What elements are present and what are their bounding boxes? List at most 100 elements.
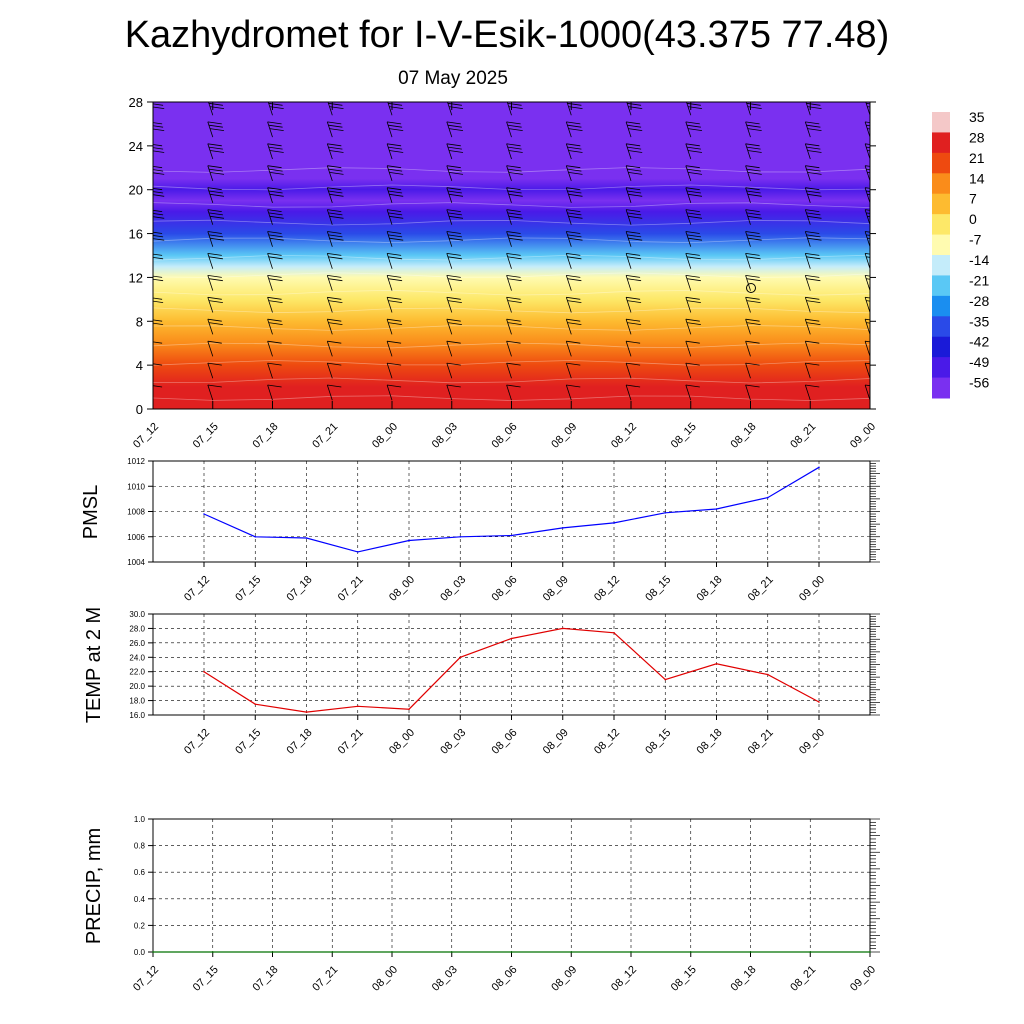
x-tick-label: 08_03 [430, 421, 460, 451]
x-tick-label: 08_00 [387, 574, 417, 604]
wind-barb [685, 318, 701, 335]
precip-panel: PRECIP, mm 0.0 0.2 0.4 0.6 0.8 1.0 07_12 07_15 0… [83, 815, 880, 994]
data-point [271, 951, 274, 953]
wind-barb [386, 209, 404, 225]
wind-barb [386, 340, 402, 357]
wind-barb [446, 384, 461, 401]
wind-barb [804, 296, 821, 313]
heatmap-field [153, 102, 870, 409]
temp2m-axis-label: TEMP at 2 M [83, 607, 105, 723]
data-point [818, 466, 820, 469]
wind-barb [386, 231, 404, 247]
wind-barb [446, 165, 464, 182]
wind-barb [386, 384, 402, 401]
wind-barb [745, 121, 762, 138]
wind-barb [685, 253, 701, 269]
colorbar: 35 28 21 14 7 0 -7 -14 -21 -28 -35 -42 -49 -56 [932, 109, 989, 399]
x-tick-label: 09_00 [848, 421, 878, 451]
x-tick-label: 08_06 [490, 421, 520, 451]
wind-barb [745, 296, 761, 313]
data-point [664, 678, 667, 681]
colorbar-label: 21 [969, 150, 985, 166]
wind-barb [267, 318, 283, 335]
y-tick-label: 22.0 [129, 668, 145, 677]
colorbar-segment [932, 112, 950, 133]
wind-barb [267, 231, 284, 247]
y-tick-label: 4 [136, 358, 143, 373]
colorbar-label: 7 [969, 191, 977, 207]
wind-barb [864, 253, 870, 269]
data-point [408, 539, 410, 542]
wind-barb [153, 319, 164, 335]
wind-barb [506, 143, 523, 160]
contour-line [153, 307, 870, 314]
wind-barb [685, 121, 703, 138]
y-tick-label: 28 [129, 95, 143, 110]
contour-line [153, 184, 870, 191]
wind-barb [685, 275, 701, 291]
wind-barb [267, 362, 282, 379]
y-tick-label: 0.8 [134, 842, 146, 851]
x-tick-label: 08_09 [549, 421, 579, 451]
x-tick-label: 07_21 [310, 421, 340, 451]
wind-barb [267, 253, 283, 269]
data-point [630, 951, 632, 953]
wind-barb [386, 121, 404, 138]
wind-barb [804, 231, 822, 247]
wind-barb [446, 121, 464, 138]
data-point [408, 708, 410, 710]
data-point [305, 537, 308, 539]
wind-barb [804, 384, 820, 401]
x-tick-label: 08_06 [490, 964, 520, 994]
pmsl-panel: PMSL 1004 1006 1008 1010 1012 07_12 07_15 07_18… [80, 457, 880, 604]
colorbar-label: -21 [969, 272, 989, 288]
wind-barb [565, 231, 583, 247]
y-tick-label: 20.0 [129, 682, 145, 691]
pmsl-axis-label: PMSL [80, 485, 102, 539]
wind-barb [326, 362, 342, 379]
wind-barb [804, 362, 820, 379]
colorbar-segment [932, 255, 950, 276]
wind-barb [326, 143, 344, 160]
wind-barb [446, 362, 461, 379]
y-tick-label: 12 [129, 270, 143, 285]
wind-barb [745, 209, 762, 225]
wind-barb [625, 340, 641, 357]
x-tick-label: 08_12 [592, 727, 622, 757]
colorbar-segment [932, 316, 950, 338]
wind-barb [565, 143, 583, 160]
y-tick-label: 1004 [127, 558, 145, 567]
colorbar-segment [932, 193, 950, 215]
wind-barb [446, 340, 461, 357]
wind-barb [153, 363, 163, 379]
wind-barb [565, 384, 581, 401]
x-tick-label: 08_18 [695, 727, 725, 757]
colorbar-segment [932, 336, 950, 358]
wind-barb [745, 143, 762, 160]
x-tick-label: 08_18 [729, 421, 759, 451]
data-point [203, 670, 205, 673]
wind-barb [207, 296, 223, 313]
calm-wind-marker [746, 283, 756, 293]
panel-frame [152, 613, 871, 716]
wind-barb [745, 253, 761, 269]
wind-barb [207, 209, 225, 225]
wind-barb [326, 296, 343, 313]
wind-barb [685, 362, 700, 379]
x-tick-label: 07_12 [182, 727, 212, 757]
wind-barb [745, 318, 761, 335]
wind-barb [326, 275, 343, 291]
wind-barb [207, 165, 225, 182]
wind-barb [386, 187, 404, 204]
x-tick-label: 07_21 [336, 574, 366, 604]
x-tick-label: 08_21 [788, 421, 818, 451]
x-tick-label: 09_00 [797, 574, 827, 604]
x-tick-label: 08_15 [643, 574, 673, 604]
colorbar-label: -42 [969, 334, 989, 350]
x-tick-label: 07_12 [131, 964, 161, 994]
x-tick-label: 07_18 [251, 421, 281, 451]
data-point [715, 663, 718, 665]
contour-line [153, 219, 870, 226]
y-tick-label: 20 [129, 183, 143, 198]
wind-barb [446, 231, 464, 247]
